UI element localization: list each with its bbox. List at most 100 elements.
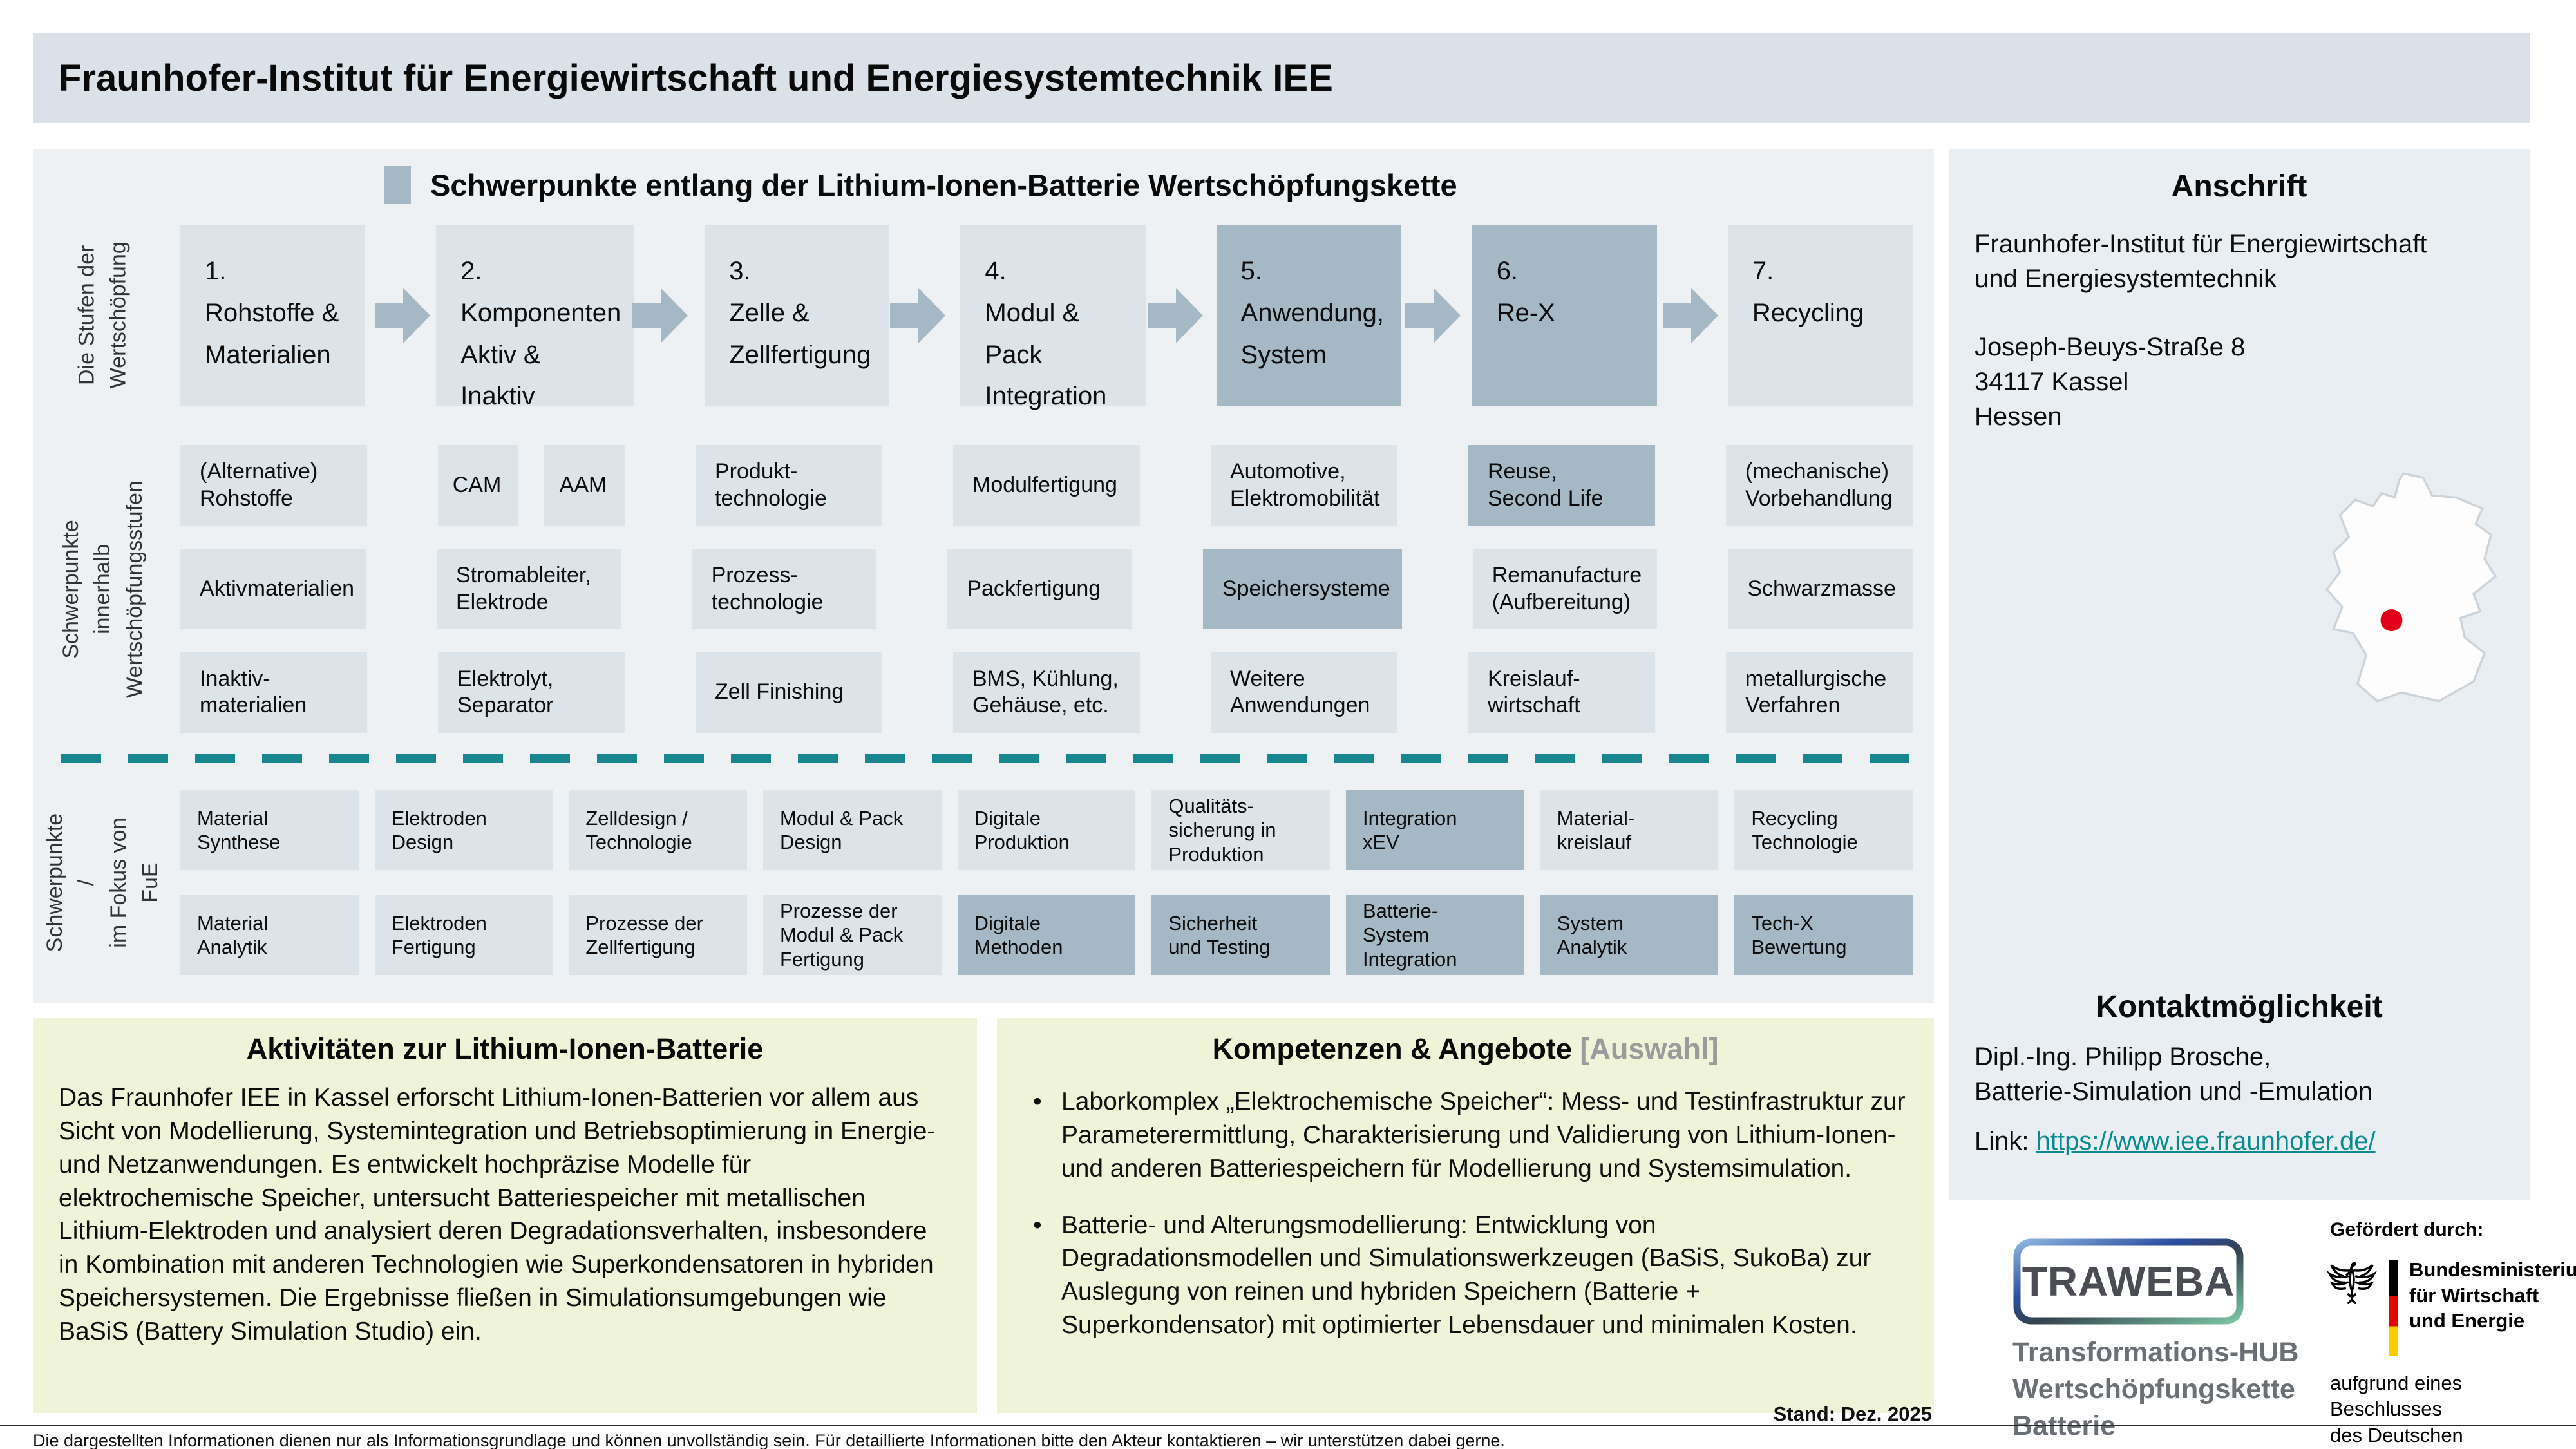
box-speichersysteme: Speichersysteme [1202,549,1402,629]
page-title: Fraunhofer-Institut für Energiewirtschaf… [59,57,1333,99]
competence-item-modellierung: Batterie- und Alterungsmodellierung: Ent… [1023,1209,1908,1342]
stage-1-rohstoffe: 1. Rohstoffe & Materialien [180,225,366,406]
activities-title: Aktivitäten zur Lithium-Ionen-Batterie [246,1032,764,1065]
contact-person: Dipl.-Ing. Philipp Brosche, Batterie-Sim… [1975,1043,2373,1106]
section-title-row: Schwerpunkte entlang der Lithium-Ionen-B… [384,166,1457,204]
header-bar: Fraunhofer-Institut für Energiewirtschaf… [33,33,2530,123]
box-stromableiter: Stromableiter, Elektrode [436,549,621,629]
germany-outline [2325,472,2497,703]
box-material-synthese: Material Synthese [180,790,359,870]
box-prozesstechnologie: Prozess- technologie [692,549,877,629]
box-cam-aam-group: CAM AAM [438,445,625,526]
institute-name: Fraunhofer-Institut für Energiewirtschaf… [1975,230,2427,293]
competences-title-main: Kompetenzen & Angebote [1212,1032,1580,1065]
box-remanufacture: Remanufacture (Aufbereitung) [1472,549,1658,629]
fue-row-2: Material Analytik Elektroden Fertigung P… [180,895,1913,975]
arrow-right-icon [1663,288,1718,343]
ministry-name: Bundesministerium für Wirtschaft und Ene… [2409,1258,2576,1332]
box-elektrolyt-separator: Elektrolyt, Separator [438,652,625,733]
kassel-location-dot [2380,609,2403,631]
box-zelldesign-technologie: Zelldesign / Technologie [569,790,747,870]
box-packfertigung: Packfertigung [947,549,1132,629]
german-flag-bar [2389,1260,2398,1356]
axis-label-within: Schwerpunkte innerhalb Wertschöpfungsstu… [45,445,161,733]
activities-body: Das Fraunhofer IEE in Kassel erforscht L… [59,1084,936,1346]
box-aktivmaterialien: Aktivmaterialien [180,549,366,629]
box-qualitaetssicherung: Qualitäts- sicherung in Produktion [1151,790,1330,870]
competence-item-labor: Laborkomplex „Elektrochemische Speicher“… [1023,1085,1908,1186]
anschrift-title: Anschrift [2171,169,2307,204]
federal-eagle-icon [2326,1262,2378,1305]
focus-row-2: Aktivmaterialien Stromableiter, Elektrod… [180,549,1913,629]
traweba-logo: TRAWEBA [2013,1238,2244,1325]
stage-4-modul-pack: 4. Modul & Pack Integration [960,225,1146,410]
box-prozesse-zellfertigung: Prozesse der Zellfertigung [569,895,747,975]
box-prozesse-modul-pack: Prozesse der Modul & Pack Fertigung [762,895,942,975]
stand-date: Stand: Dez. 2025 [1773,1403,1932,1425]
axis-label-within-text: Schwerpunkte innerhalb Wertschöpfungsstu… [59,480,147,698]
traweba-frame [2013,1238,2244,1325]
box-material-analytik: Material Analytik [180,895,359,975]
fue-row-1: Material Synthese Elektroden Design Zell… [180,790,1913,870]
box-aam: AAM [544,445,625,526]
box-schwarzmasse: Schwarzmasse [1728,549,1913,629]
box-elektroden-fertigung: Elektroden Fertigung [374,895,553,975]
focus-row-3: Inaktiv- materialien Elektrolyt, Separat… [180,652,1913,733]
box-mechanische-vorbehandlung: (mechanische) Vorbehandlung [1726,445,1913,526]
stage-6-re-x: 6. Re-X [1472,225,1657,406]
footer-disclaimer: Die dargestellten Informationen dienen n… [33,1431,1505,1449]
box-bms-kuehlung: BMS, Kühlung, Gehäuse, etc. [953,652,1140,733]
stage-7-recycling: 7. Recycling [1727,225,1913,406]
box-zell-finishing: Zell Finishing [696,652,882,733]
institute-address: Joseph-Beuys-Straße 8 34117 Kassel Hesse… [1975,333,2246,431]
axis-label-fue: Schwerpunkte / im Fokus von FuE [43,790,162,975]
box-integration-xev: Integration xEV [1345,790,1524,870]
box-system-analytik: System Analytik [1540,895,1719,975]
stage-5-anwendung: 5. Anwendung, System [1216,225,1401,406]
box-modul-pack-design: Modul & Pack Design [762,790,942,870]
bmwi-logo: Bundesministerium für Wirtschaft und Ene… [2326,1257,2576,1356]
traweba-wordmark: TRAWEBA [2022,1258,2235,1305]
germany-map [2325,472,2497,703]
box-elektroden-design: Elektroden Design [374,790,553,870]
box-alternative-rohstoffe: (Alternative) Rohstoffe [180,445,367,526]
box-digitale-produktion: Digitale Produktion [957,790,1136,870]
box-materialkreislauf: Material- kreislauf [1540,790,1719,870]
arrow-right-icon [375,288,430,343]
section-title: Schwerpunkte entlang der Lithium-Ionen-B… [430,167,1457,202]
box-cam: CAM [438,445,518,526]
footer-divider [0,1425,2576,1426]
gefoerdert-label: Gefördert durch: [2330,1219,2484,1240]
link-label: Link: [1975,1127,2036,1155]
arrow-right-icon [890,288,945,343]
box-recycling-technologie: Recycling Technologie [1734,790,1913,870]
box-kreislaufwirtschaft: Kreislauf- wirtschaft [1468,652,1655,733]
box-digitale-methoden: Digitale Methoden [957,895,1136,975]
website-link[interactable]: https://www.iee.fraunhofer.de/ [2036,1127,2376,1155]
box-produkttechnologie: Produkt- technologie [696,445,882,526]
contact-link-line: Link: https://www.iee.fraunhofer.de/ [1975,1127,2515,1156]
dashed-divider [61,754,1913,763]
competences-list: Laborkomplex „Elektrochemische Speicher“… [1023,1085,1908,1342]
kontakt-title: Kontaktmöglichkeit [2096,990,2383,1024]
box-reuse-second-life: Reuse, Second Life [1468,445,1655,526]
square-bullet-icon [384,166,411,204]
stage-row: 1. Rohstoffe & Materialien 2. Komponente… [180,225,1913,410]
box-batterie-system-integration: Batterie- System Integration [1345,895,1524,975]
stage-3-zelle: 3. Zelle & Zellfertigung [705,225,890,406]
box-metallurgische-verfahren: metallurgische Verfahren [1726,652,1913,733]
competences-title-suffix: [Auswahl] [1580,1032,1719,1065]
arrow-right-icon [1405,288,1461,343]
competences-title: Kompetenzen & Angebote [Auswahl] [1023,1032,1908,1066]
competences-box: Kompetenzen & Angebote [Auswahl] Laborko… [997,1018,1934,1413]
arrow-right-icon [632,288,688,343]
box-weitere-anwendungen: Weitere Anwendungen [1211,652,1397,733]
axis-label-stages: Die Stufen der Wertschöpfung [45,225,161,406]
stage-2-komponenten: 2. Komponenten Aktiv & Inaktiv [436,225,634,410]
axis-label-stages-text: Die Stufen der Wertschöpfung [74,242,131,389]
activities-box: Aktivitäten zur Lithium-Ionen-Batterie D… [33,1018,977,1413]
box-modulfertigung: Modulfertigung [953,445,1140,526]
focus-row-1: (Alternative) Rohstoffe CAM AAM Produkt-… [180,445,1913,526]
box-inaktivmaterialien: Inaktiv- materialien [180,652,367,733]
